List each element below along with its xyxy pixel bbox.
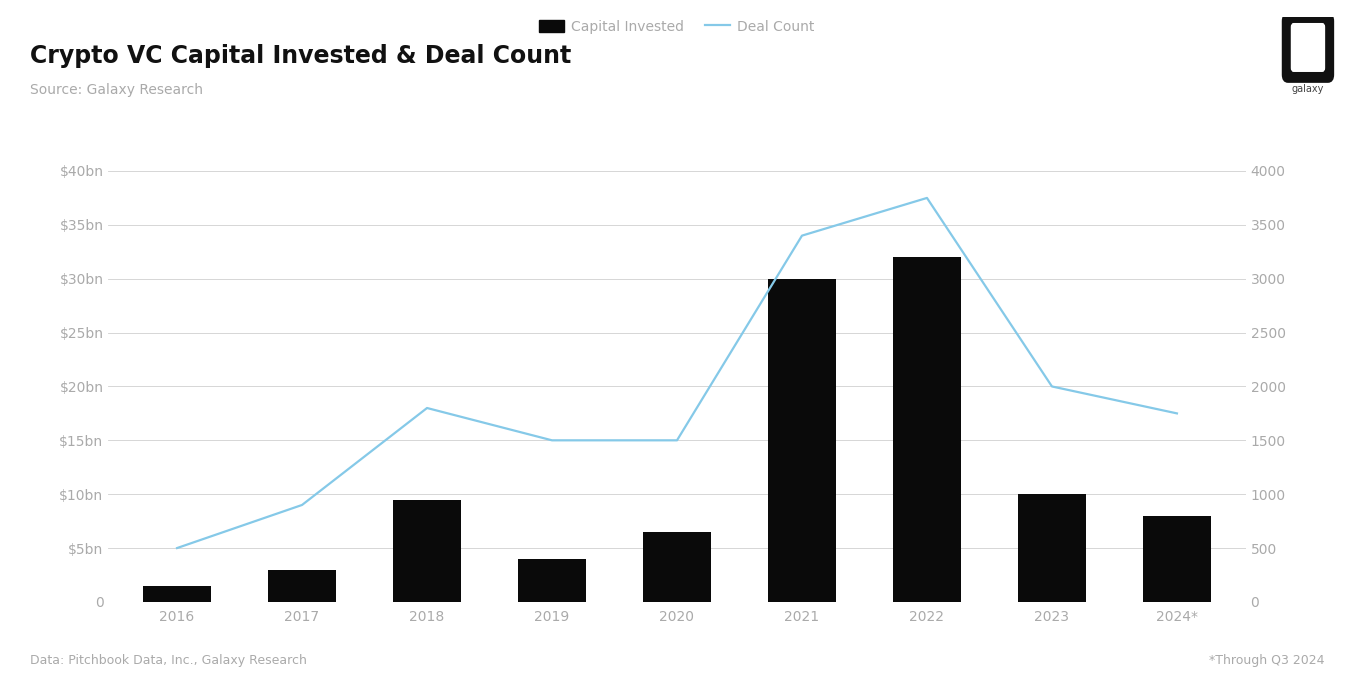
Text: Crypto VC Capital Invested & Deal Count: Crypto VC Capital Invested & Deal Count — [30, 44, 571, 68]
Bar — [1143, 516, 1212, 602]
Bar — [1018, 494, 1086, 602]
Text: Source: Galaxy Research: Source: Galaxy Research — [30, 83, 203, 97]
Bar — [142, 586, 211, 602]
FancyBboxPatch shape — [1284, 14, 1332, 81]
Bar — [268, 570, 336, 602]
Bar — [517, 559, 586, 602]
Legend: Capital Invested, Deal Count: Capital Invested, Deal Count — [533, 14, 821, 39]
Text: Data: Pitchbook Data, Inc., Galaxy Research: Data: Pitchbook Data, Inc., Galaxy Resea… — [30, 654, 306, 667]
Bar — [643, 532, 711, 602]
Bar — [768, 279, 837, 602]
FancyBboxPatch shape — [1292, 24, 1324, 71]
Text: *Through Q3 2024: *Through Q3 2024 — [1209, 654, 1324, 667]
Bar — [892, 257, 961, 602]
Text: galaxy: galaxy — [1292, 84, 1324, 94]
Bar — [393, 499, 462, 602]
